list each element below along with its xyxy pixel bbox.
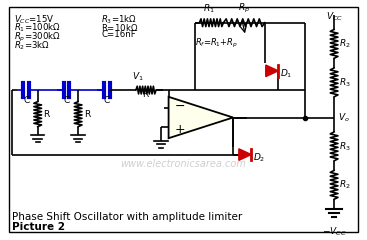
Text: $R_1$: $R_1$ (203, 3, 215, 15)
Text: www.electronicsarea.com: www.electronicsarea.com (120, 159, 246, 169)
Text: $V_o$: $V_o$ (338, 111, 350, 124)
Text: $-V_{CC}$: $-V_{CC}$ (322, 225, 346, 238)
Text: $V_{CC}$: $V_{CC}$ (326, 10, 343, 23)
Text: C=16nF: C=16nF (101, 30, 136, 39)
Text: $R_2$=3k$\Omega$: $R_2$=3k$\Omega$ (14, 39, 50, 52)
Text: R: R (142, 90, 149, 99)
Text: Phase Shift Oscillator with amplitude limiter: Phase Shift Oscillator with amplitude li… (12, 212, 242, 222)
Text: $D_2$: $D_2$ (253, 151, 266, 164)
Text: $V_{CC}$=15V: $V_{CC}$=15V (14, 13, 54, 26)
Text: $D_1$: $D_1$ (280, 67, 292, 80)
Text: $R_3$: $R_3$ (339, 76, 350, 89)
Polygon shape (168, 97, 233, 138)
Text: $R_2$: $R_2$ (339, 179, 350, 191)
Text: $R_3$=1k$\Omega$: $R_3$=1k$\Omega$ (101, 13, 137, 26)
Text: R: R (43, 110, 50, 119)
Text: R: R (84, 110, 90, 119)
Text: C: C (104, 96, 110, 104)
Text: Picture 2: Picture 2 (12, 222, 65, 232)
Text: C: C (23, 96, 29, 104)
Polygon shape (266, 65, 278, 77)
Text: $R_3$: $R_3$ (339, 140, 350, 153)
Text: $R_2$: $R_2$ (339, 38, 350, 50)
Text: $V_1$: $V_1$ (132, 71, 143, 83)
Text: $+$: $+$ (174, 123, 186, 136)
Text: $-$: $-$ (174, 99, 185, 112)
Text: C: C (63, 96, 70, 104)
Text: R=10k$\Omega$: R=10k$\Omega$ (101, 22, 139, 33)
Polygon shape (239, 149, 251, 160)
Text: $R_p$=300k$\Omega$: $R_p$=300k$\Omega$ (14, 30, 61, 43)
Text: $R_f$=$R_1$+$R_p$: $R_f$=$R_1$+$R_p$ (195, 37, 238, 50)
Text: $R_1$=100k$\Omega$: $R_1$=100k$\Omega$ (14, 22, 61, 34)
Text: $R_p$: $R_p$ (238, 2, 250, 15)
